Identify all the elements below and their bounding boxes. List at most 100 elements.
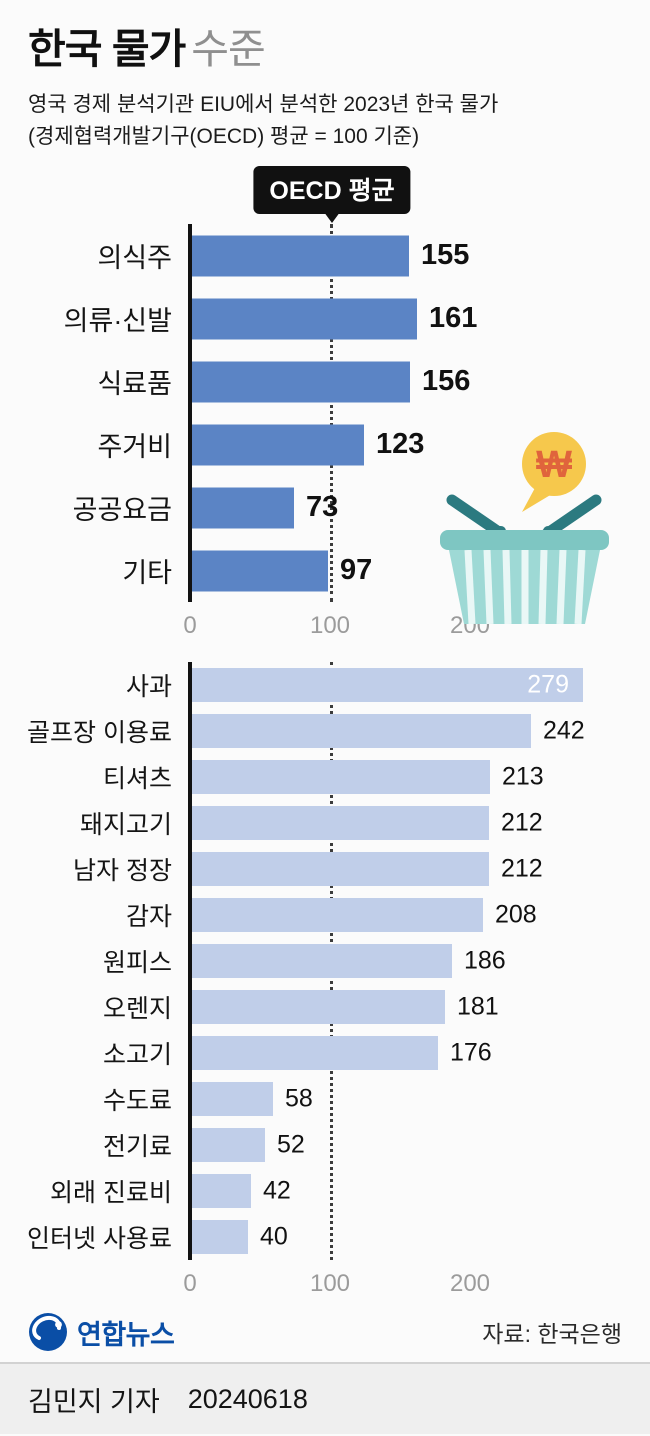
bar-value-label: 97 xyxy=(340,554,373,587)
oecd-average-marker: OECD 평균 xyxy=(0,166,650,224)
bar-category-label: 남자 정장 xyxy=(73,857,172,886)
bar-value-label: 58 xyxy=(285,1084,313,1113)
bar-row: 기타 97 xyxy=(0,539,650,602)
chart-plot-area: 사과 279 골프장 이용료 242 티셔츠 213 돼지고기 212 남자 정장 212 감자 20… xyxy=(0,662,650,1261)
bar-track: 73 xyxy=(192,487,650,529)
bar-value-label: 181 xyxy=(457,992,499,1021)
bar-row: 남자 정장 212 xyxy=(0,846,650,892)
bar-row: 돼지고기 212 xyxy=(0,800,650,846)
bar-category-label: 돼지고기 xyxy=(79,811,172,840)
yonhap-logo-icon xyxy=(29,1313,67,1352)
y-axis-line xyxy=(188,662,192,1261)
y-axis-line xyxy=(188,224,192,603)
bar-track: 58 xyxy=(192,1082,650,1117)
bar-category-label: 전기료 xyxy=(102,1133,172,1162)
bar-track: 97 xyxy=(192,550,650,592)
bar-category-label: 인터넷 사용료 xyxy=(27,1225,172,1254)
bar-value-label: 212 xyxy=(501,808,543,837)
subtitle: 영국 경제 분석기관 EIU에서 분석한 2023년 한국 물가 (경제협력개발… xyxy=(28,89,622,152)
bar-row: 티셔츠 213 xyxy=(0,754,650,800)
bar-category-label: 사과 xyxy=(125,673,172,702)
bar-track: 213 xyxy=(192,760,650,795)
bar xyxy=(192,1128,265,1163)
bar-value-label: 176 xyxy=(450,1038,492,1067)
bar xyxy=(192,1174,251,1209)
bar-row: 의식주 155 xyxy=(0,224,650,287)
bar-track: 156 xyxy=(192,361,650,403)
bar-row: 의류·신발 161 xyxy=(0,287,650,350)
bar xyxy=(192,298,417,340)
bar-value-label: 73 xyxy=(306,491,339,524)
bar-value-label: 161 xyxy=(429,302,478,335)
bar xyxy=(192,1220,248,1255)
bar-category-label: 기타 xyxy=(122,558,172,589)
bar xyxy=(192,1082,273,1117)
bar-category-label: 식료품 xyxy=(97,369,172,400)
header: 한국 물가 수준 영국 경제 분석기관 EIU에서 분석한 2023년 한국 물가… xyxy=(0,0,650,152)
bar-value-label: 213 xyxy=(502,762,544,791)
bar-row: 주거비 123 xyxy=(0,413,650,476)
x-axis: 0 100 200 xyxy=(0,602,650,648)
bar-category-label: 주거비 xyxy=(97,432,172,463)
oecd-reference-line xyxy=(330,224,333,603)
bar-value-label: 123 xyxy=(376,428,425,461)
bar xyxy=(192,990,445,1025)
page-title: 한국 물가 수준 xyxy=(28,26,622,73)
bar-track: 181 xyxy=(192,990,650,1025)
bar-category-label: 공공요금 xyxy=(72,495,172,526)
reporter-name: 김민지 기자 xyxy=(28,1386,160,1417)
bar-track: 155 xyxy=(192,235,650,277)
bar-track: 42 xyxy=(192,1174,650,1209)
bar xyxy=(192,944,452,979)
bar-row: 인터넷 사용료 40 xyxy=(0,1214,650,1260)
bar xyxy=(192,714,531,749)
bar-track: 186 xyxy=(192,944,650,979)
bar xyxy=(192,424,364,466)
bar xyxy=(192,1036,438,1071)
bar-row: 공공요금 73 xyxy=(0,476,650,539)
x-axis-tick-label: 200 xyxy=(449,1270,491,1298)
subtitle-line-1: 영국 경제 분석기관 EIU에서 분석한 2023년 한국 물가 xyxy=(28,93,499,117)
bar xyxy=(192,668,583,703)
bar-row: 소고기 176 xyxy=(0,1030,650,1076)
bar-row: 외래 진료비 42 xyxy=(0,1168,650,1214)
bar-track: 176 xyxy=(192,1036,650,1071)
bar-row: 식료품 156 xyxy=(0,350,650,413)
title-sub: 수준 xyxy=(191,26,265,72)
bar-category-label: 수도료 xyxy=(102,1087,172,1116)
bar xyxy=(192,235,409,277)
bar-value-label: 279 xyxy=(527,670,569,699)
bar-row: 원피스 186 xyxy=(0,938,650,984)
bar xyxy=(192,550,328,592)
footer: 연합뉴스 자료: 한국은행 xyxy=(0,1302,650,1362)
bar-value-label: 156 xyxy=(422,365,471,398)
bar-category-label: 오렌지 xyxy=(102,995,172,1024)
byline-bar: 김민지 기자 20240618 xyxy=(0,1362,650,1435)
bar-category-label: 골프장 이용료 xyxy=(27,719,172,748)
x-axis-tick-label: 200 xyxy=(449,612,491,640)
bar-row: 사과 279 xyxy=(0,662,650,708)
yonhap-brand: 연합뉴스 xyxy=(28,1312,175,1352)
bar-row: 골프장 이용료 242 xyxy=(0,708,650,754)
x-axis-tick-label: 100 xyxy=(309,612,351,640)
bar-category-label: 원피스 xyxy=(102,949,172,978)
chart-plot-area: 의식주 155 의류·신발 161 식료품 156 주거비 123 공공요금 73 기타 97 xyxy=(0,224,650,603)
source-credit: 자료: 한국은행 xyxy=(482,1321,622,1348)
bar-track: 279 xyxy=(192,668,650,703)
bar xyxy=(192,898,483,933)
bar-value-label: 40 xyxy=(260,1222,288,1251)
bar-value-label: 208 xyxy=(495,900,537,929)
bar-value-label: 52 xyxy=(277,1130,305,1159)
yonhap-logo-text: 연합뉴스 xyxy=(77,1319,175,1350)
bar xyxy=(192,852,489,887)
oecd-average-badge: OECD 평균 xyxy=(253,166,411,215)
bar-category-label: 티셔츠 xyxy=(102,765,172,794)
bar-row: 감자 208 xyxy=(0,892,650,938)
bar-track: 52 xyxy=(192,1128,650,1163)
x-axis-tick-label: 0 xyxy=(183,612,197,640)
bar-category-label: 의류·신발 xyxy=(63,306,172,337)
bar-track: 208 xyxy=(192,898,650,933)
bar-track: 212 xyxy=(192,852,650,887)
bar-value-label: 212 xyxy=(501,854,543,883)
